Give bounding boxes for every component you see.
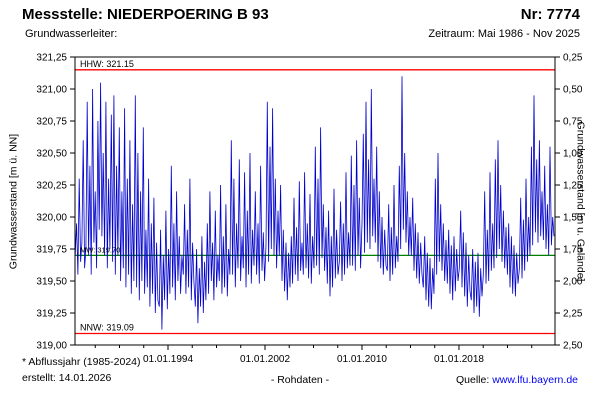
mw-label: MW: 319.70 — [80, 245, 120, 254]
nnw-label: NNW: 319.09 — [80, 322, 134, 332]
plot-border — [74, 56, 556, 346]
y-tick-label-right: 1,25 — [563, 181, 583, 192]
y-tick-label-left: 320,75 — [36, 117, 67, 128]
source-link[interactable]: www.lfu.bayern.de — [492, 374, 578, 386]
y-tick-label-left: 320,50 — [36, 149, 67, 160]
y-tick-label-left: 319,75 — [36, 245, 67, 256]
y-tick-label-right: 2,50 — [563, 341, 583, 352]
footer-line: erstellt: 14.01.2026 - Rohdaten - Quelle… — [22, 372, 578, 386]
hhw-label: HHW: 321.15 — [80, 59, 134, 69]
x-tick-label: 01.01.2002 — [240, 354, 290, 365]
y-tick-label-left: 319,25 — [36, 309, 67, 320]
y-tick-label-right: 1,50 — [563, 213, 583, 224]
header: Messstelle: NIEDERPOERING B 93 Nr: 7774 — [22, 6, 580, 23]
subheader: Grundwasserleiter: Zeitraum: Mai 1986 - … — [25, 28, 580, 40]
x-tick-label: 01.01.2010 — [337, 354, 387, 365]
period-label: Zeitraum: Mai 1986 - Nov 2025 — [428, 28, 580, 40]
x-tick-label: 01.01.1994 — [143, 354, 193, 365]
station-number: Nr: 7774 — [520, 6, 580, 23]
y-tick-label-left: 321,00 — [36, 85, 67, 96]
y-tick-label-right: 0,50 — [563, 85, 583, 96]
footnote-abflussjahr: * Abflussjahr (1985-2024) — [22, 356, 141, 368]
y-tick-label-right: 1,00 — [563, 149, 583, 160]
y-tick-label-right: 0,75 — [563, 117, 583, 128]
station-title: Messstelle: NIEDERPOERING B 93 — [22, 6, 269, 23]
y-tick-label-right: 2,25 — [563, 309, 583, 320]
created-date: erstellt: 14.01.2026 — [22, 372, 112, 384]
y-tick-label-left: 319,50 — [36, 277, 67, 288]
source-block: Quelle: www.lfu.bayern.de — [456, 374, 578, 386]
groundwater-series — [74, 76, 555, 330]
y-tick-label-right: 0,25 — [563, 53, 583, 64]
rohdaten-label: - Rohdaten - — [270, 374, 330, 386]
y-tick-label-left: 319,00 — [36, 341, 67, 352]
aquifer-label: Grundwasserleiter: — [25, 28, 118, 40]
source-label: Quelle: — [456, 374, 490, 386]
y-tick-label-right: 1,75 — [563, 245, 583, 256]
y-tick-label-left: 320,00 — [36, 213, 67, 224]
y-tick-label-right: 2,00 — [563, 277, 583, 288]
y-tick-label-left: 320,25 — [36, 181, 67, 192]
y-tick-label-left: 321,25 — [36, 53, 67, 64]
x-tick-label: 01.01.2018 — [434, 354, 484, 365]
